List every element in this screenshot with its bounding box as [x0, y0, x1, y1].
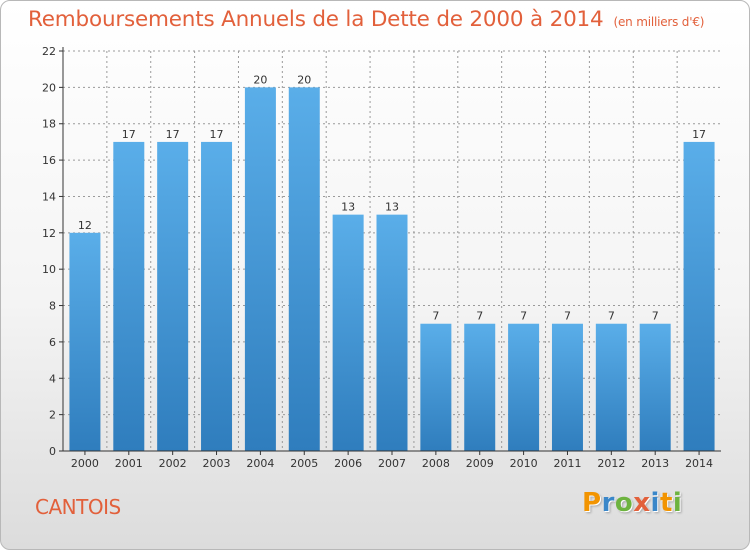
x-tick-label: 2012 — [597, 457, 625, 470]
logo-letter: t — [659, 488, 673, 518]
x-tick-label: 2014 — [685, 457, 713, 470]
y-tick-label: 16 — [42, 154, 56, 167]
bar-value-label: 20 — [253, 73, 267, 86]
x-tick-label: 2011 — [553, 457, 581, 470]
x-tick-label: 2007 — [378, 457, 406, 470]
bar-value-label: 7 — [652, 310, 659, 323]
x-tick-label: 2004 — [246, 457, 274, 470]
place-name: CANTOIS — [35, 495, 121, 519]
y-tick-label: 12 — [42, 227, 56, 240]
bar — [508, 323, 540, 451]
logo-letter: i — [672, 488, 683, 518]
x-tick-label: 2006 — [334, 457, 362, 470]
y-tick-label: 8 — [49, 300, 56, 313]
x-tick-label: 2003 — [203, 457, 231, 470]
bar-value-label: 17 — [692, 128, 706, 141]
x-tick-label: 2005 — [290, 457, 318, 470]
bar — [551, 323, 583, 451]
bar — [244, 87, 276, 451]
x-tick-label: 2010 — [510, 457, 538, 470]
y-tick-label: 22 — [42, 45, 56, 58]
bar-value-label: 13 — [341, 201, 355, 214]
bar-value-label: 7 — [476, 310, 483, 323]
x-tick-label: 2008 — [422, 457, 450, 470]
bar — [420, 323, 452, 451]
bar-value-label: 7 — [608, 310, 615, 323]
logo-letter: r — [601, 488, 615, 518]
y-tick-label: 10 — [42, 263, 56, 276]
logo-letter: i — [650, 488, 660, 518]
bar-value-label: 17 — [166, 128, 180, 141]
bar-value-label: 20 — [297, 73, 311, 86]
bar — [69, 232, 101, 451]
bar-value-label: 12 — [78, 219, 92, 232]
logo-letter: o — [614, 488, 634, 518]
chart-unit: (en milliers d'€) — [613, 15, 705, 29]
x-tick-label: 2002 — [159, 457, 187, 470]
y-tick-label: 14 — [42, 190, 56, 203]
y-tick-label: 20 — [42, 81, 56, 94]
y-tick-label: 4 — [49, 372, 56, 385]
bar — [157, 141, 189, 451]
x-tick-label: 2013 — [641, 457, 669, 470]
gridlines — [63, 50, 721, 451]
bar — [683, 141, 715, 451]
bar — [376, 214, 408, 451]
bar — [288, 87, 320, 451]
bar-value-label: 17 — [122, 128, 136, 141]
y-tick-label: 18 — [42, 118, 56, 131]
bar-value-label: 7 — [564, 310, 571, 323]
logo-letter: P — [582, 488, 602, 518]
bar-value-label: 7 — [520, 310, 527, 323]
logo-letter: x — [633, 488, 651, 518]
x-tick-label: 2000 — [71, 457, 99, 470]
y-tick-label: 0 — [49, 445, 56, 458]
x-tick-label: 2009 — [466, 457, 494, 470]
chart-title: Remboursements Annuels de la Dette de 20… — [28, 7, 704, 32]
bar — [595, 323, 627, 451]
bar — [464, 323, 496, 451]
bar — [113, 141, 145, 451]
bar — [332, 214, 364, 451]
axes: 0 2 4 6 8 10 12 14 16 18 20 22 2000 2001 2002 2003 2004 2… — [42, 45, 721, 470]
y-tick-label: 6 — [49, 336, 56, 349]
bar — [639, 323, 671, 451]
chart-title-text: Remboursements Annuels de la Dette de 20… — [28, 7, 604, 32]
bars: 12 17 17 17 20 20 13 13 7 7 7 7 7 7 17 — [69, 73, 715, 451]
proxiti-logo: Proxiti — [582, 488, 682, 518]
x-tick-label: 2001 — [115, 457, 143, 470]
bar — [201, 141, 233, 451]
y-tick-label: 2 — [49, 409, 56, 422]
bar-value-label: 17 — [210, 128, 224, 141]
bar-value-label: 7 — [432, 310, 439, 323]
bar-value-label: 13 — [385, 201, 399, 214]
